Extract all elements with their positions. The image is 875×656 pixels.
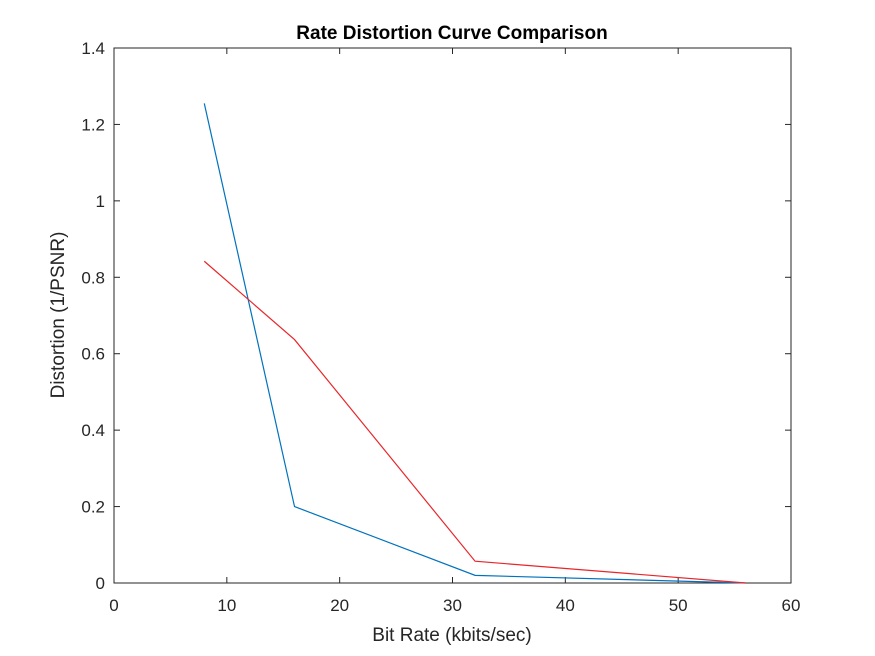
x-tick-label: 20	[330, 596, 349, 615]
x-tick-label: 40	[556, 596, 575, 615]
x-axis-title: Bit Rate (kbits/sec)	[372, 625, 531, 646]
y-axis: 0 0.2 0.4 0.6 0.8 1 1.2 1.4	[81, 39, 791, 593]
x-tick-label: 50	[669, 596, 688, 615]
x-axis: 0 10 20 30 40 50 60	[109, 48, 800, 615]
x-tick-label: 10	[217, 596, 236, 615]
y-tick-label: 1	[96, 192, 105, 211]
x-tick-label: 0	[109, 596, 118, 615]
series-line-1	[203, 103, 746, 584]
y-tick-label: 1.4	[81, 39, 105, 58]
y-tick-label: 0.8	[81, 268, 105, 287]
y-tick-label: 0.6	[81, 345, 105, 364]
x-tick-label: 60	[782, 596, 801, 615]
series-layer	[203, 103, 746, 584]
plot-area	[113, 47, 792, 584]
x-tick-label: 30	[443, 596, 462, 615]
y-tick-label: 1.2	[81, 115, 105, 134]
y-tick-label: 0.2	[81, 498, 105, 517]
y-tick-label: 0	[96, 574, 105, 593]
y-axis-title: Distortion (1/PSNR)	[48, 232, 69, 399]
chart-title: Rate Distortion Curve Comparison	[296, 23, 607, 44]
series-line-2	[203, 260, 746, 584]
y-tick-label: 0.4	[81, 421, 105, 440]
